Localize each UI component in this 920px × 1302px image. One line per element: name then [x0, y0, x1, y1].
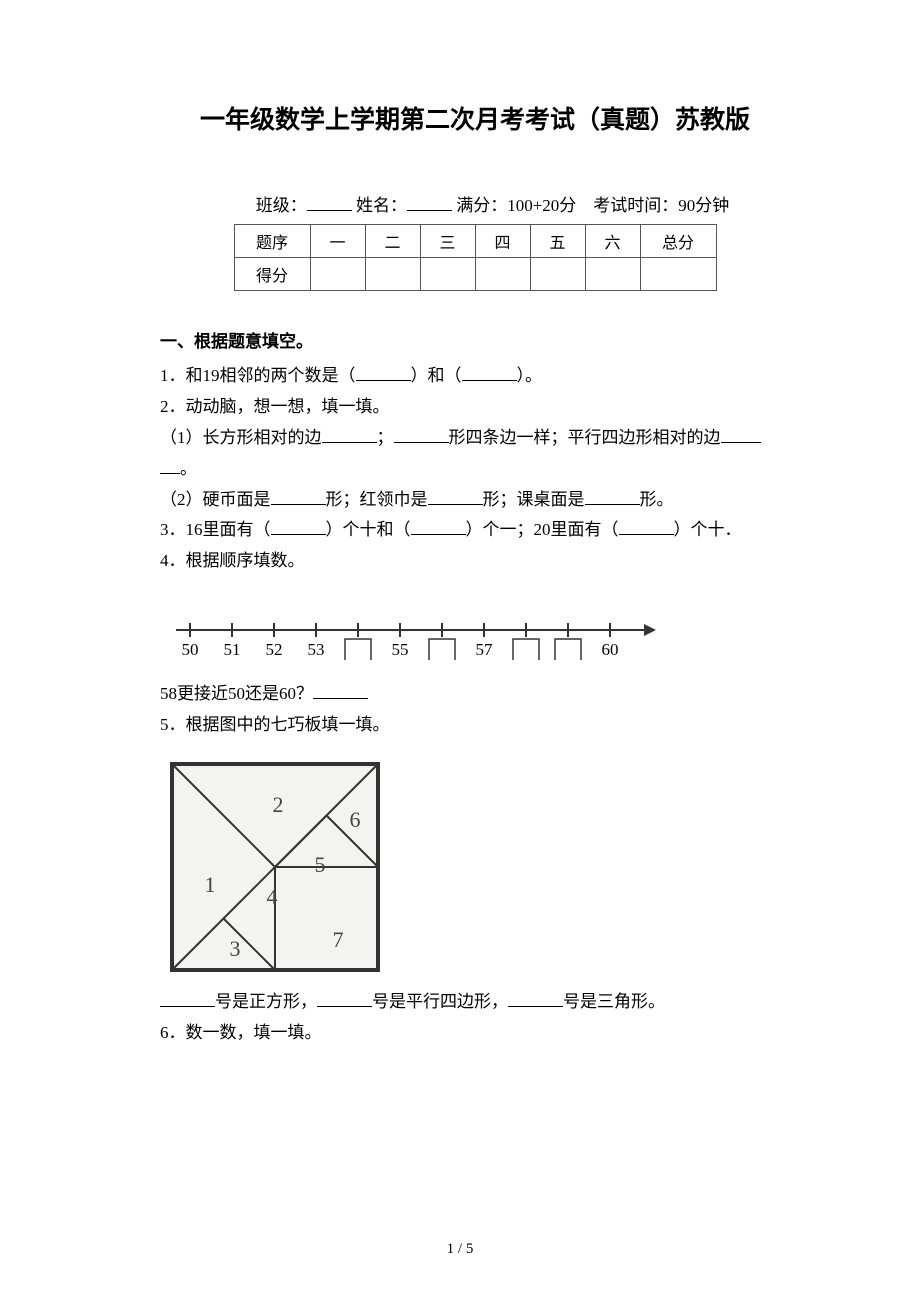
q5-b: 号是平行四边形， [372, 992, 508, 1011]
blank[interactable] [322, 429, 377, 443]
svg-text:3: 3 [230, 936, 241, 961]
q1-suffix: ）。 [517, 366, 543, 385]
cell[interactable] [365, 258, 420, 291]
cell: 得分 [234, 258, 310, 291]
cell: 题序 [234, 225, 310, 258]
q2-1a: （1）长方形相对的边 [160, 428, 322, 447]
class-label: 班级： [256, 196, 307, 215]
question-1: 1．和19相邻的两个数是（ ）和（ ）。 [160, 362, 790, 391]
cell[interactable] [420, 258, 475, 291]
blank[interactable] [160, 993, 215, 1007]
class-blank[interactable] [307, 195, 352, 211]
tangram-svg: 1 2 3 4 56 7 [160, 752, 390, 982]
svg-text:1: 1 [205, 872, 216, 897]
q3-d: ）个十． [674, 520, 742, 539]
q2-1b: ； [377, 428, 394, 447]
svg-text:52: 52 [266, 640, 283, 659]
number-line-svg: 50 51 52 53 55 57 60 [160, 602, 670, 660]
section-heading: 一、根据题意填空。 [160, 327, 790, 352]
blank[interactable] [428, 491, 483, 505]
cell: 一 [310, 225, 365, 258]
cell: 四 [475, 225, 530, 258]
svg-text:4: 4 [267, 884, 278, 909]
blank[interactable] [508, 993, 563, 1007]
cell[interactable] [475, 258, 530, 291]
question-3: 3．16里面有（ ）个十和（ ）个一；20里面有（ ）个十． [160, 516, 790, 545]
q1-prefix: 1．和19相邻的两个数是（ [160, 366, 356, 385]
meta-row: 班级： 姓名： 满分：100+20分 考试时间：90分钟 [160, 191, 790, 216]
score-table: 题序 一 二 三 四 五 六 总分 得分 [234, 224, 717, 291]
cell[interactable] [530, 258, 585, 291]
q2-2d: 形。 [640, 490, 674, 509]
q3-c: ）个一；20里面有（ [466, 520, 619, 539]
blank[interactable] [619, 521, 674, 535]
blank[interactable] [462, 367, 517, 381]
q3-a: 3．16里面有（ [160, 520, 271, 539]
q2-2c: 形；课桌面是 [483, 490, 585, 509]
svg-text:60: 60 [602, 640, 619, 659]
page-number: 1 / 5 [0, 1241, 920, 1258]
cell: 三 [420, 225, 475, 258]
cell[interactable] [310, 258, 365, 291]
number-line-figure: 50 51 52 53 55 57 60 [160, 602, 790, 660]
blank[interactable] [394, 429, 449, 443]
blank[interactable] [356, 367, 411, 381]
score-label: 满分：100+20分 [456, 196, 576, 215]
question-2: 2．动动脑，想一想，填一填。 （1）长方形相对的边 ； 形四条边一样；平行四边形相对… [160, 393, 790, 515]
page-title: 一年级数学上学期第二次月考考试（真题）苏教版 [160, 100, 790, 136]
cell: 五 [530, 225, 585, 258]
q4-followup: 58更接近50还是60？ [160, 684, 313, 703]
svg-text:55: 55 [392, 640, 409, 659]
blank[interactable] [585, 491, 640, 505]
q4-line: 4．根据顺序填数。 [160, 547, 790, 576]
svg-text:57: 57 [476, 640, 494, 659]
blank[interactable] [721, 429, 761, 443]
q1-mid: ）和（ [411, 366, 462, 385]
q2-2a: （2）硬币面是 [160, 490, 271, 509]
blank[interactable] [317, 993, 372, 1007]
q2-line0: 2．动动脑，想一想，填一填。 [160, 393, 790, 422]
q2-1c: 形四条边一样；平行四边形相对的边 [449, 428, 721, 447]
svg-text:7: 7 [333, 927, 344, 952]
blank[interactable] [271, 521, 326, 535]
q5-a: 号是正方形， [215, 992, 317, 1011]
question-4: 4．根据顺序填数。 50 51 52 53 55 57 60 58更接近50还是60？ [160, 547, 790, 709]
cell[interactable] [640, 258, 716, 291]
svg-text:53: 53 [308, 640, 325, 659]
svg-text:2: 2 [273, 792, 284, 817]
name-blank[interactable] [407, 195, 452, 211]
blank[interactable] [271, 491, 326, 505]
table-row: 得分 [234, 258, 716, 291]
cell: 二 [365, 225, 420, 258]
cell[interactable] [585, 258, 640, 291]
q6-line: 6．数一数，填一填。 [160, 1019, 790, 1048]
q5-c: 号是三角形。 [563, 992, 665, 1011]
q3-b: ）个十和（ [326, 520, 411, 539]
svg-text:6: 6 [350, 807, 361, 832]
blank[interactable] [160, 460, 180, 474]
svg-text:5: 5 [315, 852, 326, 877]
cell: 总分 [640, 225, 716, 258]
svg-text:50: 50 [182, 640, 199, 659]
question-6: 6．数一数，填一填。 [160, 1019, 790, 1048]
time-label: 考试时间：90分钟 [593, 196, 729, 215]
q5-line: 5．根据图中的七巧板填一填。 [160, 711, 790, 740]
question-5: 5．根据图中的七巧板填一填。 1 2 3 4 56 7 号是正方形， 号是平行四边形， 号是三… [160, 711, 790, 1017]
cell: 六 [585, 225, 640, 258]
blank[interactable] [411, 521, 466, 535]
q2-2b: 形；红领巾是 [326, 490, 428, 509]
name-label: 姓名： [356, 196, 407, 215]
svg-text:51: 51 [224, 640, 241, 659]
blank[interactable] [313, 685, 368, 699]
table-row: 题序 一 二 三 四 五 六 总分 [234, 225, 716, 258]
q2-1d: 。 [180, 459, 197, 478]
